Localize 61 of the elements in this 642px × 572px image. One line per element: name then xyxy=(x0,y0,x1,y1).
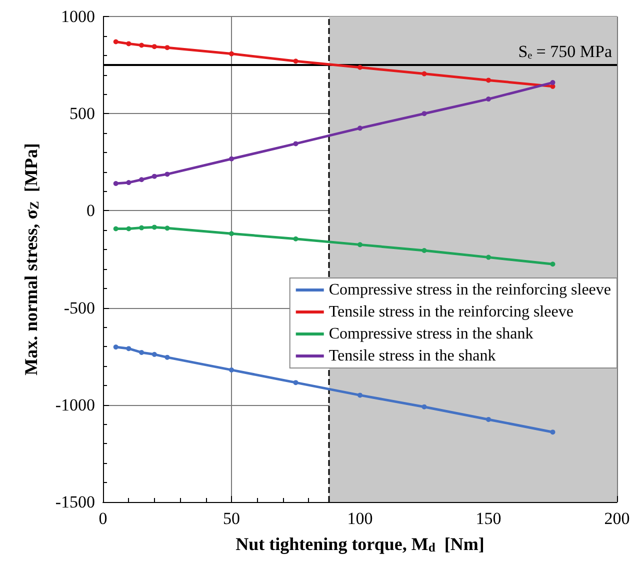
x-tick-label: 0 xyxy=(98,509,108,528)
point xyxy=(113,39,118,44)
point xyxy=(422,404,427,410)
point xyxy=(139,350,144,355)
point xyxy=(422,71,427,76)
legend-label: Compressive stress in the reinforcing sleeve xyxy=(328,282,612,298)
legend-label: Compressive stress in the shank xyxy=(328,326,534,342)
point xyxy=(358,126,362,131)
point xyxy=(152,174,157,179)
point xyxy=(126,226,132,232)
point xyxy=(164,226,170,231)
y-tick-label: 0 xyxy=(86,201,95,220)
point xyxy=(550,80,556,86)
point xyxy=(152,352,157,357)
point xyxy=(152,224,157,230)
point xyxy=(486,96,491,102)
point xyxy=(293,58,298,64)
x-tick-label: 50 xyxy=(223,509,240,528)
point xyxy=(126,180,132,186)
legend-label: Tensile stress in the shank xyxy=(328,348,496,364)
point xyxy=(422,248,427,254)
point xyxy=(164,354,170,360)
point xyxy=(229,51,234,56)
point xyxy=(358,392,362,398)
point xyxy=(139,42,144,48)
point xyxy=(152,44,157,50)
point xyxy=(139,177,144,182)
point xyxy=(126,41,132,46)
point xyxy=(229,367,234,372)
point xyxy=(293,380,298,386)
point xyxy=(550,262,556,267)
x-tick-label: 100 xyxy=(347,509,373,528)
x-tick-label: 200 xyxy=(604,509,630,528)
x-axis-title: Nut tightening torque, Md [Nm] xyxy=(236,534,484,555)
point xyxy=(550,430,556,435)
y-tick-label: 1000 xyxy=(61,7,95,26)
y-tick-label: -500 xyxy=(64,298,95,318)
y-tick-label: 500 xyxy=(70,104,95,124)
point xyxy=(486,254,491,260)
point xyxy=(229,156,234,162)
point xyxy=(164,45,170,50)
point xyxy=(293,141,298,146)
point xyxy=(113,181,118,186)
point xyxy=(164,172,170,177)
point xyxy=(139,225,144,230)
ref-line-label: Sₑ = 750 MPa xyxy=(518,42,612,62)
legend-label: Tensile stress in the reinforcing sleeve xyxy=(328,304,574,320)
point xyxy=(358,242,362,248)
point xyxy=(486,416,491,422)
point xyxy=(486,78,491,83)
point xyxy=(229,231,234,236)
y-tick-label: -1500 xyxy=(55,492,95,512)
point xyxy=(293,236,298,242)
point xyxy=(422,111,427,116)
point xyxy=(113,344,118,350)
point xyxy=(358,64,362,70)
point xyxy=(113,226,118,232)
y-tick-label: -1000 xyxy=(55,395,95,414)
x-tick-label: 150 xyxy=(476,509,502,528)
point xyxy=(126,346,132,352)
y-axis-title: Max. normal stress, σZ [MPa] xyxy=(20,143,42,376)
